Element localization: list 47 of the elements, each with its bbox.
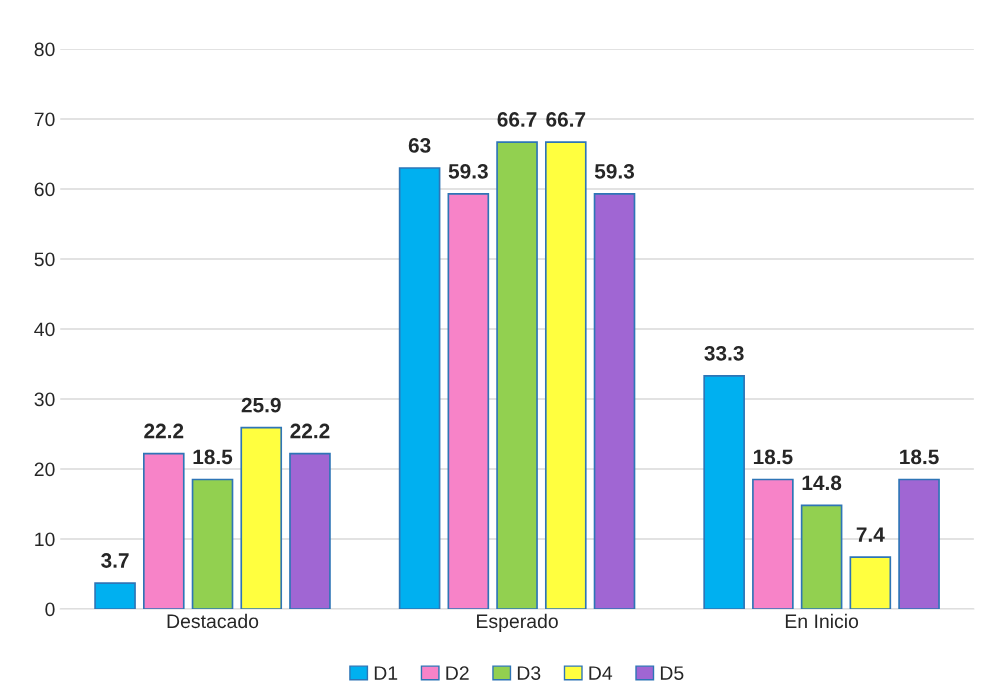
y-tick-label: 0: [45, 602, 55, 617]
bar: [191, 478, 234, 609]
data-label: 59.3: [448, 163, 488, 179]
data-label: 22.2: [290, 423, 330, 439]
y-tick-label: 40: [34, 322, 55, 337]
y-tick-label: 60: [34, 182, 55, 197]
data-label: 14.8: [802, 475, 842, 491]
bar: [800, 504, 843, 609]
data-label: 63: [408, 138, 431, 153]
data-label: 18.5: [900, 449, 939, 465]
bar: [703, 375, 745, 609]
bar: [898, 478, 940, 609]
legend-label: D1: [374, 666, 398, 680]
bar: [289, 452, 331, 609]
data-label: 66.7: [546, 112, 586, 127]
bar: [398, 167, 441, 609]
legend-label: D4: [589, 666, 613, 680]
data-label: 33.3: [704, 345, 744, 361]
bar: [849, 556, 892, 609]
bar: [593, 193, 636, 609]
y-tick-label: 30: [34, 392, 55, 407]
data-label: 3.7: [101, 553, 129, 568]
bar: [447, 193, 490, 609]
legend-label: D2: [446, 666, 469, 680]
data-label: 18.5: [193, 449, 233, 465]
data-label: 25.9: [241, 397, 281, 413]
y-tick-label: 80: [34, 42, 55, 57]
data-label: 7.4: [856, 527, 885, 542]
bar: [94, 582, 136, 609]
y-tick-label: 50: [34, 252, 55, 267]
bar: [142, 452, 185, 609]
bar: [752, 478, 794, 609]
y-tick-label: 70: [34, 112, 55, 127]
bar: [544, 141, 587, 609]
y-tick-label: 20: [34, 462, 55, 477]
bar: [496, 141, 538, 609]
data-label: 18.5: [753, 449, 793, 465]
data-label: 66.7: [497, 112, 537, 127]
x-tick-label: Destacado: [167, 613, 259, 629]
bar: [240, 426, 283, 609]
legend-label: D3: [517, 666, 541, 680]
x-tick-label: Esperado: [477, 613, 558, 632]
y-tick-label: 10: [35, 532, 55, 547]
data-label: 22.2: [144, 423, 184, 439]
x-tick-label: En Inicio: [785, 613, 859, 629]
data-label: 59.3: [594, 163, 635, 179]
legend-label: D5: [660, 666, 684, 680]
